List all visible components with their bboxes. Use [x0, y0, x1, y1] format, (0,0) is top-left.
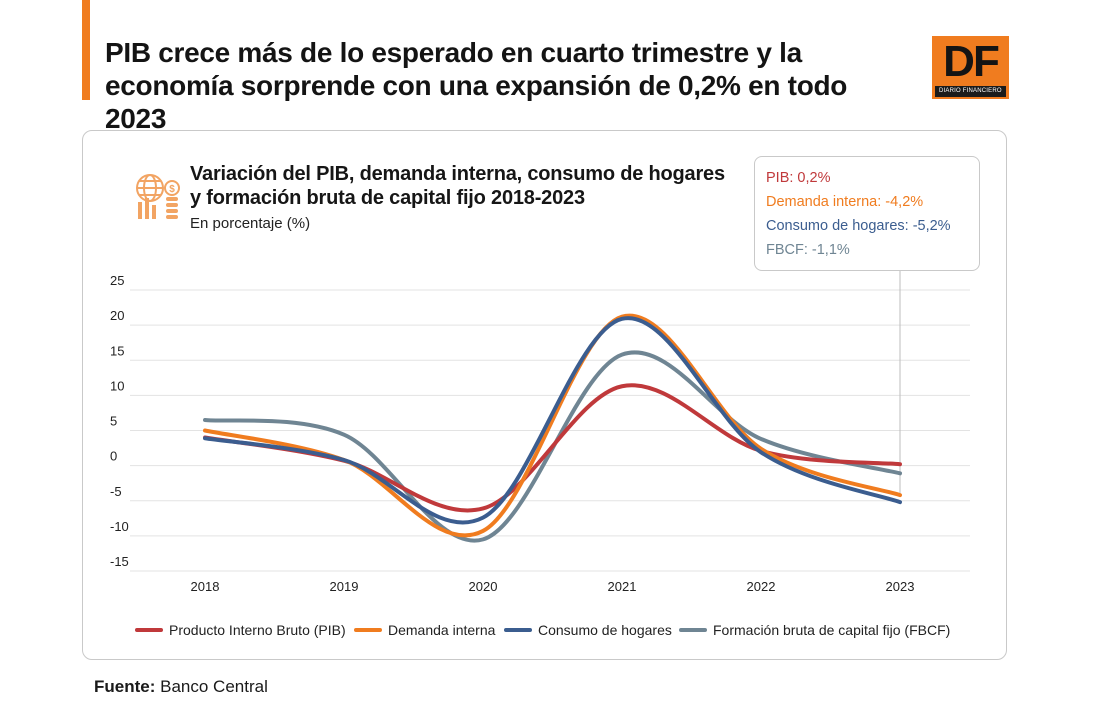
source-label: Fuente:: [94, 677, 156, 696]
tooltip-pib: PIB: 0,2%: [766, 170, 831, 186]
tooltip-consumo: Consumo de hogares: -5,2%: [766, 218, 951, 234]
money-growth-icon: $: [136, 174, 180, 219]
x-tick-label: 2021: [608, 579, 637, 594]
chart-title: Variación del PIB, demanda interna, cons…: [190, 163, 725, 209]
y-tick-label: -10: [110, 519, 129, 534]
logo-text: DF: [943, 37, 1000, 86]
y-tick-label: 5: [110, 414, 117, 429]
chart-subtitle: En porcentaje (%): [190, 215, 311, 232]
y-tick-label: -5: [110, 484, 122, 499]
df-logo[interactable]: DF DIARIO FINANCIERO: [932, 36, 1009, 99]
y-tick-label: 25: [110, 273, 124, 288]
source-note: Fuente: Banco Central: [94, 677, 268, 697]
tooltip-fbcf: FBCF: -1,1%: [766, 242, 850, 258]
x-tick-label: 2018: [191, 579, 220, 594]
y-tick-label: 10: [110, 378, 124, 393]
logo-subtext: DIARIO FINANCIERO: [935, 86, 1006, 97]
headline: PIB crece más de lo esperado en cuarto t…: [105, 37, 848, 134]
y-tick-label: 20: [110, 308, 124, 323]
headline-accent-bar: [82, 0, 90, 100]
y-tick-label: 15: [110, 343, 124, 358]
legend-label-0: Producto Interno Bruto (PIB): [169, 622, 346, 638]
source-value: Banco Central: [160, 677, 268, 696]
y-tick-label: -15: [110, 554, 129, 569]
svg-text:$: $: [169, 184, 175, 195]
legend-label-1: Demanda interna: [388, 622, 496, 638]
y-tick-label: 0: [110, 449, 117, 464]
x-tick-label: 2022: [747, 579, 776, 594]
legend-label-3: Formación bruta de capital fijo (FBCF): [713, 622, 950, 638]
legend-label-2: Consumo de hogares: [538, 622, 672, 638]
value-tooltip: PIB: 0,2% Demanda interna: -4,2% Consumo…: [754, 156, 980, 271]
x-tick-label: 2019: [330, 579, 359, 594]
tooltip-demanda: Demanda interna: -4,2%: [766, 194, 924, 210]
series-line-2: [203, 316, 902, 525]
x-tick-label: 2020: [469, 579, 498, 594]
x-tick-label: 2023: [886, 579, 915, 594]
